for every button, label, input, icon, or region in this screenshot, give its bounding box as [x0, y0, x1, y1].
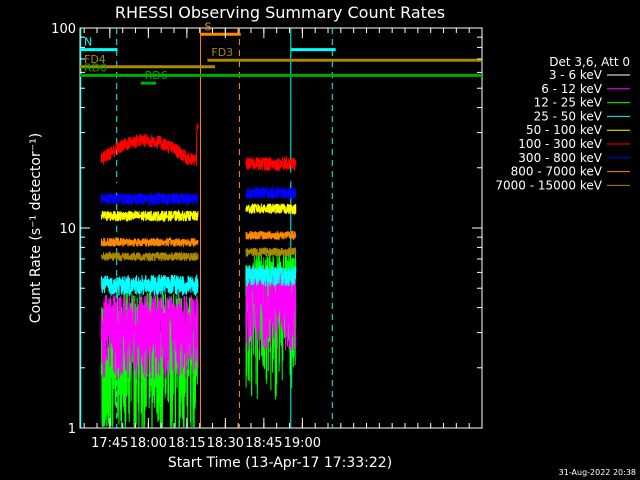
legend-label: 25 - 50 keV: [534, 109, 603, 123]
series-trace: [100, 191, 199, 207]
y-tick-label: 10: [59, 222, 76, 237]
series-trace: [245, 156, 297, 172]
series-trace: [100, 209, 199, 223]
legend-title: Det 3,6, Att 0: [549, 55, 630, 69]
flag-label: RD6: [145, 69, 168, 82]
footer-timestamp: 31-Aug-2022 20:38: [559, 468, 636, 477]
legend-label: 800 - 7000 keV: [511, 165, 603, 179]
series-trace: [245, 247, 297, 258]
flag-label: RD0: [84, 61, 107, 74]
x-tick-label: 19:00: [284, 436, 321, 451]
series-trace: [100, 251, 199, 263]
legend-label: 12 - 25 keV: [534, 96, 603, 110]
legend-label: 6 - 12 keV: [541, 82, 603, 96]
x-tick-label: 18:45: [245, 436, 282, 451]
y-tick-label: 1: [68, 422, 76, 437]
legend-label: 100 - 300 keV: [518, 137, 602, 151]
series-trace: [100, 123, 199, 166]
y-tick-label: 100: [51, 22, 76, 37]
x-axis-label: Start Time (13-Apr-17 17:33:22): [168, 455, 392, 471]
legend-label: 50 - 100 keV: [526, 123, 603, 137]
series-trace: [245, 203, 297, 216]
legend-label: 3 - 6 keV: [549, 68, 603, 82]
x-tick-label: 18:15: [168, 436, 205, 451]
flag-label: S: [205, 20, 212, 33]
series-trace: [245, 265, 297, 287]
series-trace: [245, 249, 297, 400]
chart-title: RHESSI Observing Summary Count Rates: [115, 3, 445, 22]
series-trace: [100, 273, 199, 296]
data-traces: [100, 123, 297, 428]
legend-label: 7000 - 15000 keV: [495, 178, 602, 192]
series-trace: [245, 230, 297, 241]
axes: 1 10 100 17:45 18:00 18:15 18:30 18:45 19:00: [51, 22, 483, 451]
series-trace: [100, 236, 199, 248]
flag-label: FD4: [84, 53, 106, 66]
series-band-black: [245, 172, 296, 182]
x-tick-label: 18:00: [130, 436, 167, 451]
x-tick-label: 17:45: [91, 436, 128, 451]
series-band-black: [101, 182, 198, 192]
flag-label: N: [84, 36, 92, 49]
series-trace: [245, 185, 297, 200]
flag-label: FD3: [211, 46, 233, 59]
legend-label: 300 - 800 keV: [518, 151, 602, 165]
y-axis-label: Count Rate (s⁻¹ detector⁻¹): [28, 133, 44, 323]
x-tick-label: 18:30: [207, 436, 244, 451]
series-trace: [245, 266, 297, 351]
series-trace: [100, 294, 199, 379]
